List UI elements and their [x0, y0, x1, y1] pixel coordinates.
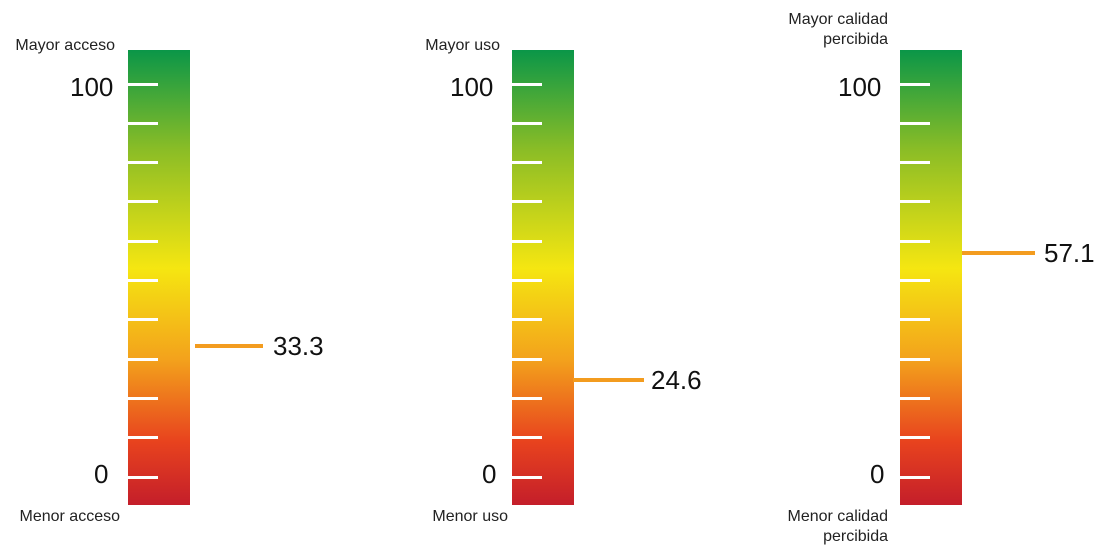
gauge-access: Mayor acceso 100 0 Menor acceso 33.3	[0, 0, 340, 544]
gauge-tick	[512, 475, 542, 479]
gauge-marker-line	[573, 378, 644, 383]
gauge-tick	[128, 239, 158, 243]
gauge-tick	[512, 436, 542, 440]
gauge-tick	[512, 121, 542, 125]
gauge-tick	[128, 475, 158, 479]
gauge-tick	[128, 357, 158, 361]
gauge-tick	[128, 279, 158, 282]
gauge-tick	[900, 318, 930, 322]
gauge-tick	[512, 357, 542, 361]
gauge-tick	[128, 200, 158, 204]
gauge-tick	[900, 396, 930, 400]
gauge-marker-value: 33.3	[273, 331, 324, 362]
gauge-tick	[512, 279, 542, 282]
gauge-bar	[512, 50, 574, 505]
gauge-min-label: 0	[482, 459, 497, 489]
gauge-min-label: 0	[94, 459, 109, 489]
gauge-quality: Mayor calidad percibida 100 0 Menor cali…	[760, 0, 1099, 545]
gauge-top-label: Mayor acceso	[15, 37, 115, 54]
gauge-marker-line	[195, 344, 263, 349]
gauge-tick	[900, 279, 930, 282]
gauge-tick	[512, 396, 542, 400]
gauge-bottom-label: Menor calidad percibida	[787, 508, 889, 545]
gauge-top-label: Mayor calidad percibida	[788, 11, 888, 48]
gauge-tick	[128, 121, 158, 125]
gauge-tick	[900, 436, 930, 440]
gauge-bar	[900, 50, 962, 505]
gauge-tick	[512, 82, 542, 86]
gauge-tick	[512, 239, 542, 243]
gauge-tick	[512, 318, 542, 322]
gauge-tick	[128, 82, 158, 86]
gauge-tick	[512, 200, 542, 204]
gauge-use: Mayor uso 100 0 Menor uso 24.6	[380, 0, 720, 544]
gauge-top-label: Mayor uso	[425, 37, 500, 54]
gauge-tick	[900, 475, 930, 479]
gauge-tick	[128, 161, 158, 165]
gauge-bottom-label: Menor uso	[432, 508, 508, 525]
gauge-marker-value: 57.1	[1044, 237, 1095, 268]
gauge-bottom-label: Menor acceso	[19, 508, 121, 525]
gauge-tick	[900, 239, 930, 243]
gauge-max-label: 100	[450, 72, 494, 102]
gauge-marker-line	[962, 250, 1035, 255]
gauge-tick	[900, 82, 930, 86]
gauge-bar	[128, 50, 190, 505]
gauge-max-label: 100	[70, 72, 114, 102]
gauge-tick	[128, 436, 158, 440]
gauge-tick	[900, 357, 930, 361]
gauge-marker-value: 24.6	[651, 365, 702, 396]
gauge-tick	[900, 161, 930, 165]
gauge-tick	[128, 396, 158, 400]
gauge-min-label: 0	[870, 459, 885, 489]
gauge-tick	[900, 121, 930, 125]
gauge-tick	[900, 200, 930, 204]
gauge-tick	[512, 161, 542, 165]
gauge-max-label: 100	[838, 72, 882, 102]
gauge-tick	[128, 318, 158, 322]
